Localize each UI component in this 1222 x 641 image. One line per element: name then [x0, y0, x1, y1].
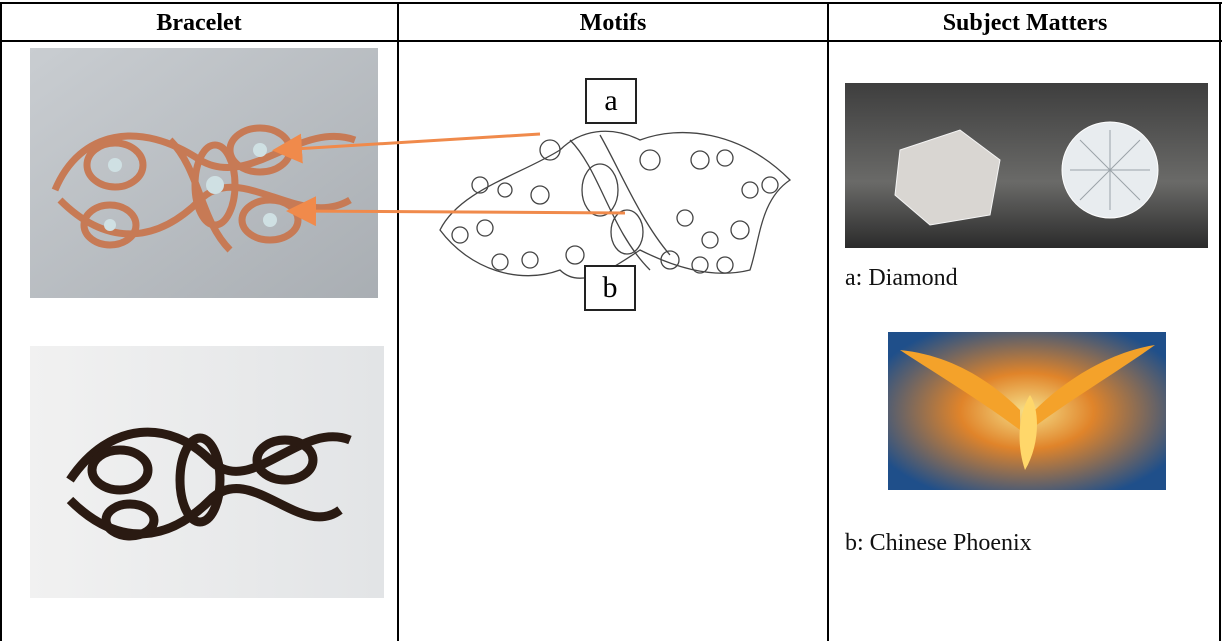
column-header: Motifs: [579, 10, 647, 36]
arrow: [286, 196, 626, 227]
column-header: Subject Matters: [942, 10, 1108, 36]
motif-drawing: [439, 130, 792, 279]
diamond-photo: [845, 83, 1208, 248]
motif-label: a: [585, 78, 637, 124]
motif-label: b: [584, 265, 636, 311]
subject-caption: a: Diamond: [845, 265, 958, 291]
phoenix-image: [888, 332, 1166, 490]
arrows: [272, 132, 626, 227]
motif-gems: [451, 139, 779, 274]
column-header: Bracelet: [156, 10, 242, 36]
arrow: [272, 132, 541, 164]
subject-caption: b: Chinese Phoenix: [845, 530, 1032, 556]
bracelet-photo: [30, 346, 384, 598]
bracelet-photo: [30, 48, 378, 298]
